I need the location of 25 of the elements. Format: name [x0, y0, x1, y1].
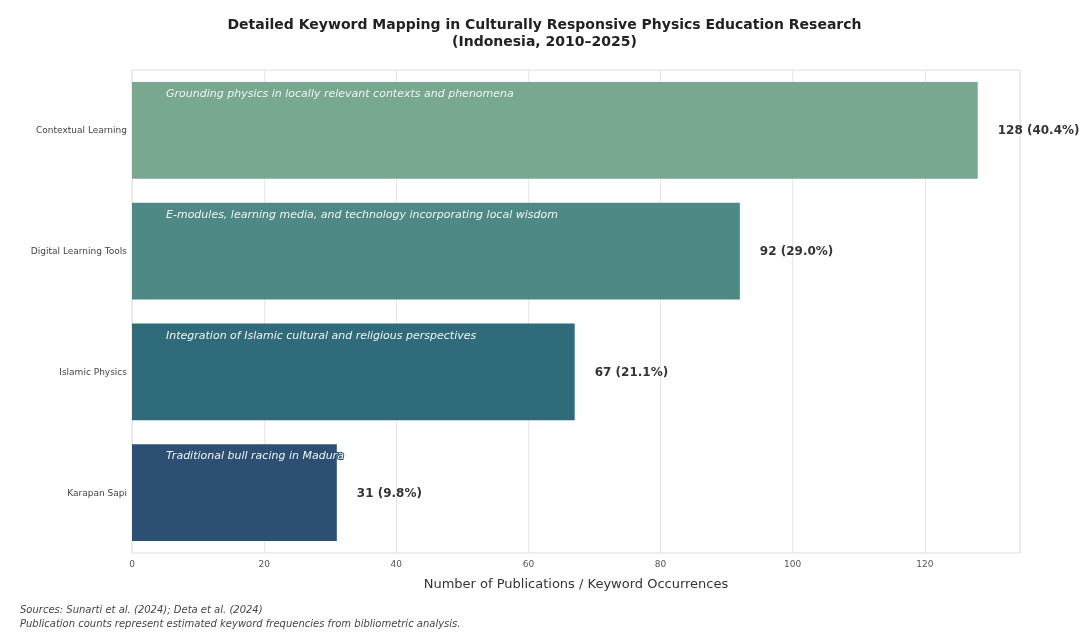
y-tick-label: Contextual Learning: [36, 125, 127, 136]
x-tick-label: 60: [522, 558, 535, 569]
y-tick-label: Islamic Physics: [59, 366, 128, 377]
x-tick-label: 80: [654, 558, 667, 569]
annotation: Grounding physics in locally relevant contexts and phenomena: [166, 87, 515, 101]
x-tick-label: 20: [258, 558, 271, 569]
x-tick-label: 120: [916, 558, 934, 569]
bar: [132, 82, 978, 179]
annotation: E-modules, learning media, and technology incorporating local wisdom: [166, 207, 558, 221]
data-label: 92 (29.0%): [759, 244, 834, 259]
y-tick-label: Digital Learning Tools: [30, 246, 128, 257]
chart-title: Detailed Keyword Mapping in Culturally Responsive Physics Education Research (Indonesia, 2010–2025): [227, 15, 862, 49]
text: Publication counts represent estimated keyword frequencies from bibliometric analysis.: [20, 617, 461, 629]
source-note: Sources: Sunarti et al. (2024); Deta et al. (2024): [20, 603, 263, 615]
annotation: Integration of Islamic cultural and religious perspectives: [166, 328, 477, 342]
bar: [132, 323, 575, 421]
data-label: 128 (40.4%): [997, 123, 1080, 138]
x-tick-label: 100: [784, 558, 802, 569]
data-label: 67 (21.1%): [594, 364, 669, 379]
data-label: 31 (9.8%): [356, 485, 422, 500]
x-axis-title: Number of Publications / Keyword Occurrences: [423, 576, 729, 591]
bar: [132, 202, 740, 300]
y-tick-label: Karapan Sapi: [67, 487, 127, 498]
x-tick-label: 40: [390, 558, 403, 569]
x-tick-label: 0: [129, 558, 136, 569]
